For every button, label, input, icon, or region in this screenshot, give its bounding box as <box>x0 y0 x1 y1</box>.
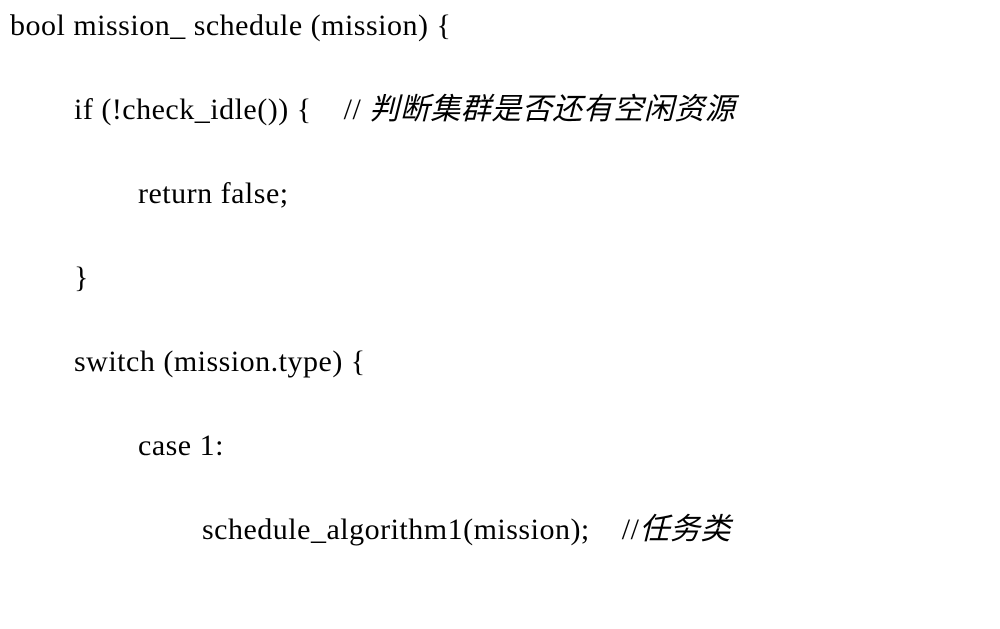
code-line-6: schedule_algorithm1(mission); //任务类 <box>10 512 990 548</box>
code-line-0: bool mission_ schedule (mission) { <box>10 8 990 44</box>
code-text: if (!check_idle()) { // 判断集群是否还有空闲资源 <box>10 93 735 126</box>
code-text: } <box>10 261 89 294</box>
code-line-1: if (!check_idle()) { // 判断集群是否还有空闲资源 <box>10 92 990 128</box>
code-text: return false; <box>10 177 289 210</box>
code-line-4: switch (mission.type) { <box>10 344 990 380</box>
code-block: bool mission_ schedule (mission) { if (!… <box>0 0 1000 556</box>
code-text: schedule_algorithm1(mission); //任务类 <box>10 513 731 546</box>
code-line-5: case 1: <box>10 428 990 464</box>
code-text: switch (mission.type) { <box>10 345 366 378</box>
code-text: bool mission_ schedule (mission) { <box>10 9 451 42</box>
code-line-2: return false; <box>10 176 990 212</box>
code-line-3: } <box>10 260 990 296</box>
code-text: case 1: <box>10 429 224 462</box>
